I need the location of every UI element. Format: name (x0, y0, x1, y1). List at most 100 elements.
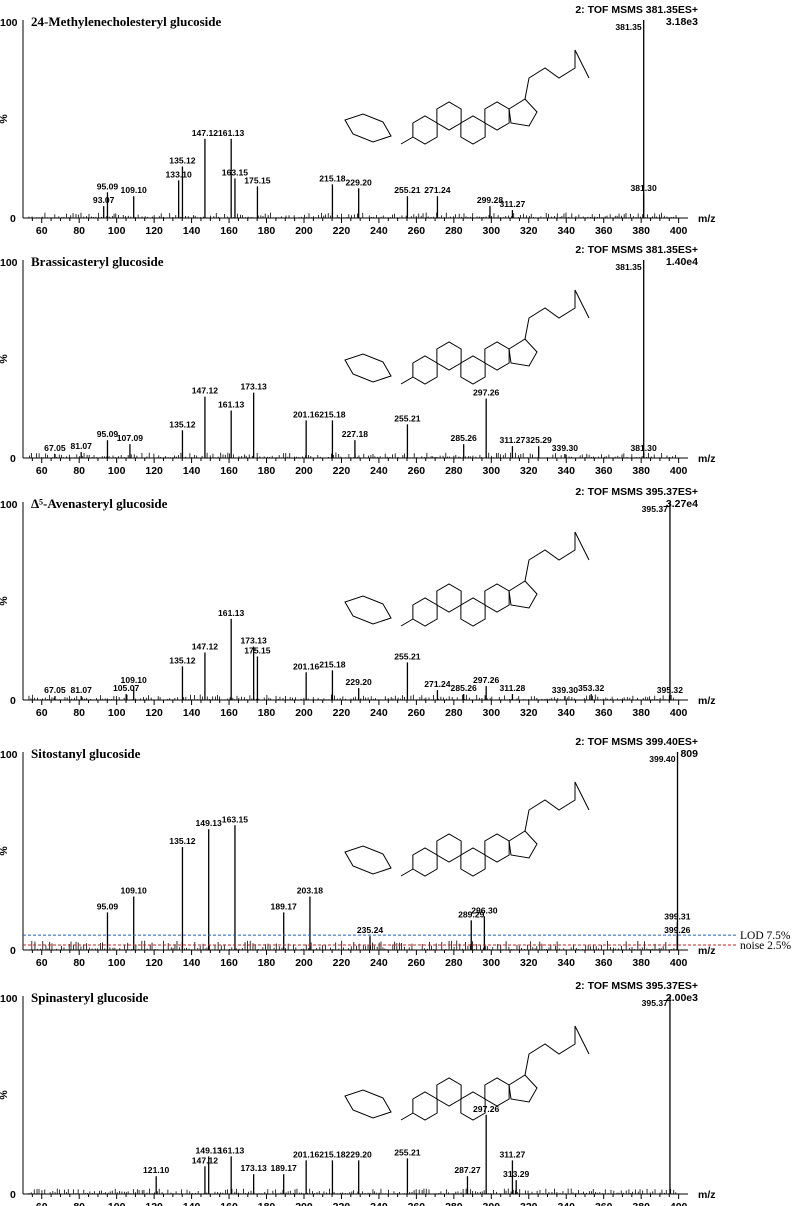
x-tick-label: 200 (295, 957, 313, 969)
glucose-ring (344, 353, 392, 383)
scan-header: 2: TOF MSMS 381.35ES+ (575, 244, 698, 256)
x-tick-label: 260 (408, 707, 426, 719)
peak-label: 255.21 (394, 413, 421, 423)
x-tick-label: 180 (258, 1201, 276, 1206)
peak-label: 135.12 (169, 655, 196, 665)
ring-bond (484, 833, 510, 863)
x-tick-label: 360 (595, 225, 613, 237)
peak-label: 189.17 (271, 901, 298, 911)
peak-label: 81.07 (70, 441, 92, 451)
molecule-structure (344, 289, 590, 385)
y-axis-label: % (0, 846, 10, 856)
y-zero-label: 0 (10, 945, 16, 957)
ring-bond (436, 341, 462, 371)
peak-label: 173.13 (241, 636, 268, 646)
peak-label: 381.35 (615, 22, 642, 32)
peak-label: 297.26 (473, 675, 500, 685)
y-max-label: 100 (0, 257, 18, 269)
x-tick-label: 180 (258, 707, 276, 719)
ring-bond (484, 101, 510, 131)
y-zero-label: 0 (10, 1189, 16, 1201)
peak-label: 95.09 (97, 429, 119, 439)
x-tick-label: 60 (36, 707, 48, 719)
x-tick-label: 220 (333, 1201, 351, 1206)
scan-header: 2: TOF MSMS 395.37ES+ (575, 980, 698, 992)
side-chain-bond (524, 289, 590, 340)
x-tick-label: 280 (445, 957, 463, 969)
glycosidic-bond (400, 136, 414, 145)
side-chain-bond (524, 49, 590, 100)
x-tick-label: 60 (36, 465, 48, 477)
x-tick-label: 240 (370, 957, 388, 969)
peak-label: 285.26 (451, 683, 478, 693)
x-tick-label: 300 (483, 1201, 501, 1206)
x-axis-unit: m/z (698, 1189, 716, 1201)
x-axis-unit: m/z (698, 695, 716, 707)
glycosidic-bond (400, 618, 414, 627)
peak-label: 149.13 (196, 818, 223, 828)
peak-label: 229.20 (346, 1149, 373, 1159)
y-zero-label: 0 (10, 453, 16, 465)
x-tick-label: 300 (483, 957, 501, 969)
peak-label: 107.09 (117, 433, 144, 443)
ring-bond (484, 1077, 510, 1107)
ring-bond (412, 597, 438, 627)
peak-label: 201.16 (293, 661, 320, 671)
x-tick-label: 80 (73, 707, 85, 719)
peak-label: 147.12 (192, 128, 219, 138)
y-max-label: 100 (0, 499, 18, 511)
x-tick-label: 60 (36, 957, 48, 969)
x-tick-label: 380 (632, 957, 650, 969)
x-tick-label: 400 (670, 1201, 688, 1206)
molecule-structure (344, 1025, 590, 1121)
y-axis-label: % (0, 354, 10, 364)
x-tick-label: 340 (557, 957, 575, 969)
x-tick-label: 120 (145, 1201, 163, 1206)
y-zero-label: 0 (10, 213, 16, 225)
ring-bond (508, 1074, 538, 1103)
x-tick-label: 360 (595, 957, 613, 969)
peak-label: 163.15 (222, 814, 249, 824)
glucose-ring (344, 1089, 392, 1119)
peak-label: 287.27 (454, 1165, 481, 1175)
peak-label: 215.18 (319, 1149, 346, 1159)
peak-label: 95.09 (97, 181, 119, 191)
peak-label: 381.30 (630, 443, 657, 453)
x-tick-label: 200 (295, 1201, 313, 1206)
x-tick-label: 320 (520, 707, 538, 719)
peak-label: 161.13 (218, 399, 245, 409)
x-tick-label: 260 (408, 225, 426, 237)
scan-header: 2: TOF MSMS 395.37ES+ (575, 486, 698, 498)
x-tick-label: 80 (73, 957, 85, 969)
peak-label: 227.18 (342, 429, 369, 439)
peak-label: 311.28 (500, 683, 526, 693)
x-tick-label: 240 (370, 465, 388, 477)
glucose-ring (344, 113, 392, 143)
x-tick-label: 140 (183, 465, 201, 477)
peak-label: 203.18 (297, 886, 324, 896)
x-tick-label: 400 (670, 707, 688, 719)
peak-label: 175.15 (244, 645, 271, 655)
peak-label: 161.13 (218, 608, 245, 618)
peak-label: 296.30 (471, 905, 498, 915)
spectrum-panel-1: 381.35 381.30 93.07 95.09 109.10 133.10 135.12… (0, 4, 716, 237)
peak-label: 339.30 (552, 685, 579, 695)
x-tick-label: 240 (370, 225, 388, 237)
intensity-label: 3.27e4 (666, 498, 698, 510)
peak-label: 381.35 (615, 262, 642, 272)
panel-title: Sitostanyl glucoside (31, 746, 141, 761)
peak-label: 147.12 (192, 386, 219, 396)
peak-label: 285.26 (451, 433, 478, 443)
x-tick-label: 400 (670, 225, 688, 237)
molecule-structure (344, 781, 590, 877)
glycosidic-bond (400, 868, 414, 877)
y-zero-label: 0 (10, 695, 16, 707)
x-tick-label: 140 (183, 1201, 201, 1206)
scan-header: 2: TOF MSMS 381.35ES+ (575, 4, 698, 16)
peak-label: 93.07 (93, 195, 115, 205)
x-tick-label: 220 (333, 465, 351, 477)
x-tick-label: 320 (520, 957, 538, 969)
peak-label: 399.40 (649, 754, 676, 764)
